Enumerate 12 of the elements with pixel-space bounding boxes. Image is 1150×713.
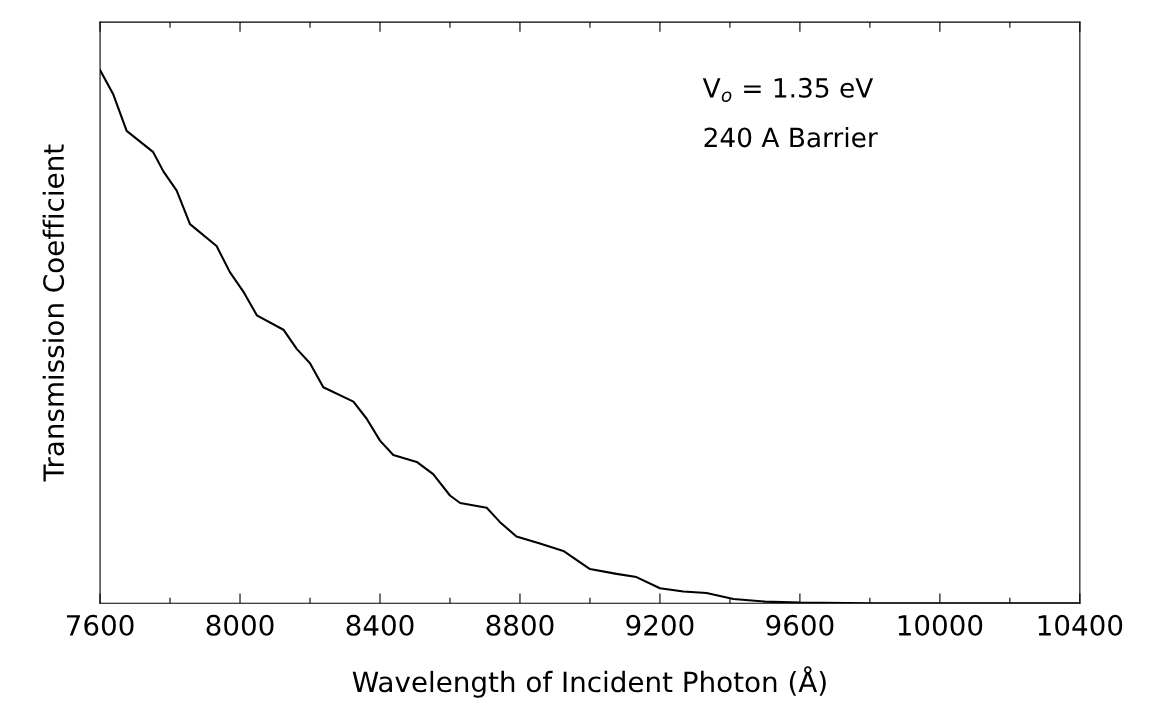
x-tick-label: 9600 (766, 614, 834, 636)
annotation: V$_{o}$ = 1.35 eV (702, 77, 874, 103)
x-tick-label: 9200 (626, 614, 694, 636)
x-tick-label: 10400 (1038, 614, 1123, 636)
y-axis-title: Transmission Coefficient (42, 144, 65, 482)
annotation: 240 A Barrier (704, 126, 878, 148)
x-tick-label: 8000 (206, 614, 274, 636)
x-tick-label: 8400 (346, 614, 414, 636)
x-tick-label: 7600 (66, 614, 134, 636)
x-tick-label: 8800 (486, 614, 554, 636)
x-tick-label: 10000 (898, 614, 983, 636)
x-axis-title: Wavelength of Incident Photon (Å) (352, 666, 826, 698)
